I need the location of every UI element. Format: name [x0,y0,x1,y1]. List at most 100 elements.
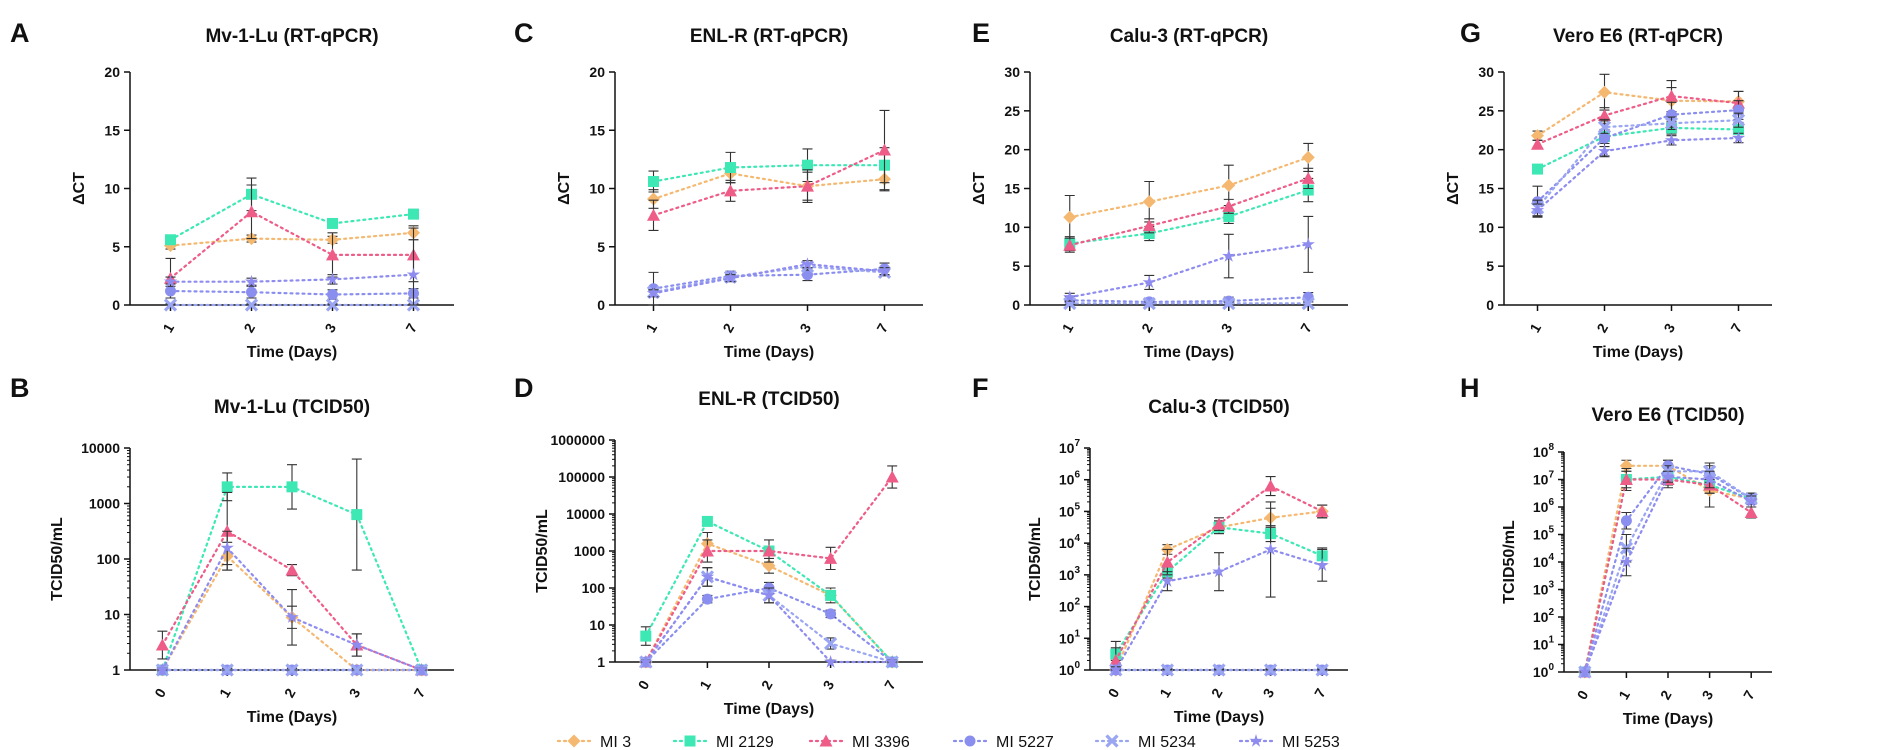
data-point [1578,665,1592,678]
x-axis-title: Time (Days) [247,344,337,361]
x-tick-label: 7 [873,320,891,335]
data-point [1315,504,1329,517]
x-tick-label: 7 [881,677,899,692]
x-tick-label: 3 [321,320,339,335]
data-point [1301,237,1315,251]
series-mi-2129 [1064,177,1314,252]
data-point [408,208,419,220]
y-tick-label: 101 [1059,628,1081,646]
data-point [1223,210,1235,222]
legend-marker [684,735,696,747]
y-tick-label: 15 [589,122,605,138]
y-axis-title: ΔCT [556,172,573,205]
y-tick-label: 15 [1004,181,1020,197]
series-line [1536,119,1740,209]
data-point [1222,249,1236,262]
series-mi-5253 [1530,131,1746,218]
y-tick-label: 1 [597,654,605,670]
x-tick-label: 2 [719,320,737,335]
series-mi-5253 [1578,469,1758,678]
series-mi-3 [647,163,891,209]
series-line [1068,156,1310,219]
data-point [1531,129,1544,143]
x-tick-label: 1 [216,685,234,700]
y-tick-base: 10 [1059,567,1075,583]
chart-title: Mv-1-Lu (TCID50) [214,397,370,418]
data-point [1664,116,1679,130]
data-point [701,515,713,527]
y-tick-label: 15 [1478,181,1494,197]
data-point [823,636,838,651]
data-point [1315,558,1329,571]
y-tick-label: 10 [589,181,605,197]
y-tick-label: 0 [112,297,120,313]
series-mi-5253 [163,239,421,306]
y-tick-label: 30 [1478,64,1494,80]
data-point [1301,296,1315,311]
series-line [1068,189,1310,245]
series-mi-5234 [163,298,421,312]
data-point [1733,123,1744,135]
x-axis-title: Time (Days) [247,709,337,726]
series-line [652,164,886,183]
series-line [169,273,415,283]
series-line [1068,177,1310,247]
y-tick-exponent: 6 [1074,470,1080,481]
y-tick-label: 10 [104,607,120,623]
series-line [1114,526,1324,656]
panel-d: D ENL-R (TCID50)1101001000100001000001000… [514,373,923,718]
y-tick-base: 10 [1533,582,1549,598]
x-tick-label: 2 [1138,320,1156,335]
y-axis-title: TCID50/mL [49,517,66,601]
data-point [1142,296,1156,311]
data-point [801,179,814,192]
data-point [155,663,170,676]
data-point [1599,132,1610,144]
data-point [1063,238,1077,251]
data-point [1531,137,1544,150]
data-point [351,509,363,521]
y-tick-label: 20 [589,64,605,80]
y-tick-base: 10 [1533,527,1549,543]
series-line [169,210,415,280]
y-tick-base: 10 [1059,503,1075,519]
data-point [1731,131,1746,144]
chart-title: Vero E6 (TCID50) [1591,405,1744,426]
data-point [1222,296,1236,311]
data-point [1212,517,1226,530]
x-tick-label: 2 [758,677,776,692]
y-tick-base: 10 [1533,499,1549,515]
series-mi-3396 [647,109,891,231]
y-tick-exponent: 7 [1074,438,1080,449]
x-tick-label: 1 [696,677,714,692]
series-line [652,149,886,217]
y-tick-label: 107 [1533,470,1555,488]
data-point [1664,133,1679,146]
x-tick-label: 0 [151,685,169,700]
panel-letter: H [1460,373,1480,403]
legend-label: MI 2129 [716,734,774,750]
x-tick-label: 7 [402,320,420,335]
x-axis-title: Time (Days) [724,344,814,361]
data-point [285,563,299,576]
y-tick-label: 1000000 [550,432,605,448]
y-tick-label: 108 [1533,442,1555,460]
x-tick-label: 1 [642,320,660,335]
data-point [244,274,259,288]
series-line [1583,475,1753,674]
series-mi-3396 [155,491,429,676]
x-axis-title: Time (Days) [1144,344,1234,361]
panel-letter: C [514,18,534,48]
y-tick-exponent: 0 [1548,662,1554,673]
panel-letter: A [10,18,30,48]
x-tick-label: 1 [1156,685,1174,700]
data-point [406,267,421,281]
panel-c: C ENL-R (RT-qPCR) 0 5 10 15 20 1 2 3 7 Time (Days) Δ… [514,18,923,361]
series-line [652,265,886,294]
panel-letter: G [1460,18,1481,48]
y-tick-base: 10 [1059,599,1075,615]
data-point [1142,219,1156,232]
series-line [1068,243,1310,299]
y-tick-exponent: 3 [1074,565,1080,576]
legend-item: MI 5234 [1094,734,1196,750]
